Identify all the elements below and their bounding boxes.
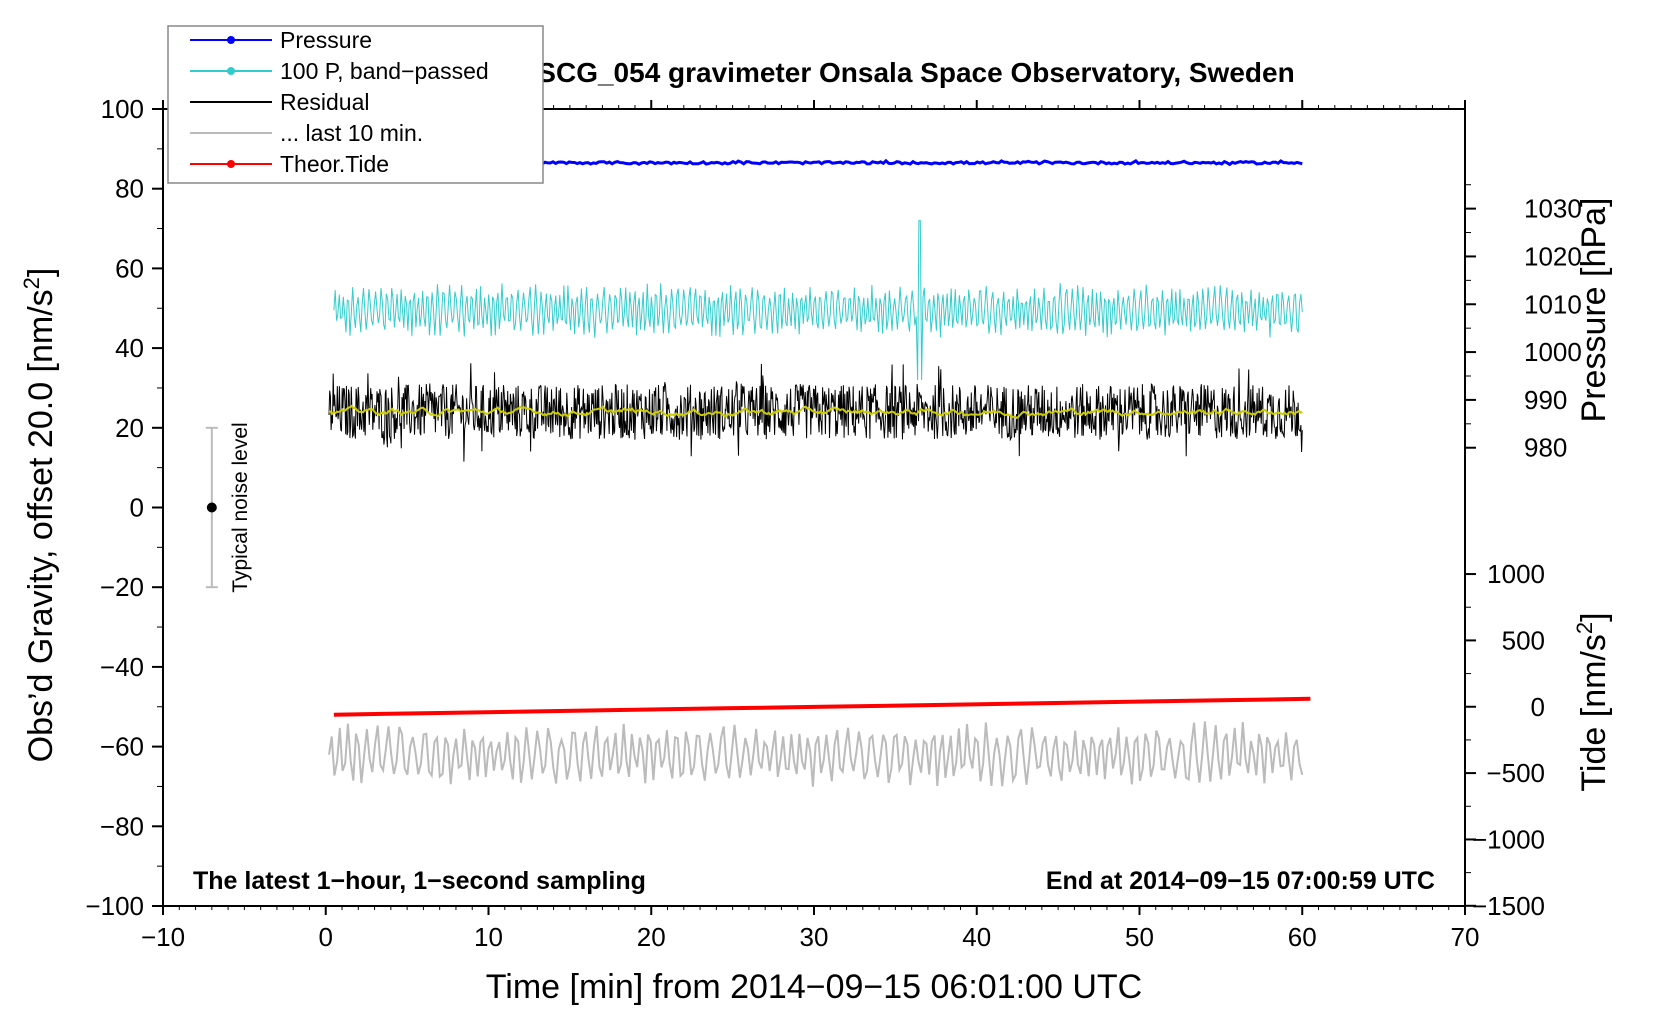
x-tick-label: −10 (141, 922, 185, 952)
series-last-10-min (329, 722, 1302, 787)
gravimeter-chart: −10 0 10 20 30 40 50 60 70100806040200−20−40−60−… (0, 0, 1660, 1020)
y-tick-label: 40 (115, 333, 144, 363)
y-tick-label: −60 (100, 732, 144, 762)
x-tick-label: 60 (1288, 922, 1317, 952)
x-tick-label: 70 (1451, 922, 1480, 952)
legend-marker (227, 160, 235, 168)
plot-frame (163, 109, 1465, 906)
y-tick-label: 80 (115, 174, 144, 204)
pressure-tick-label: 990 (1524, 385, 1567, 415)
x-axis-label: Time [min] from 2014−09−15 06:01:00 UTC (486, 968, 1142, 1006)
tide-tick-label: −500 (1486, 758, 1545, 788)
y-axis-label-pressure: Pressure [hPa] (1575, 198, 1613, 423)
pressure-tick-label: 1010 (1524, 289, 1582, 319)
y-tick-label: −100 (85, 891, 144, 921)
series-theoretical-tide (334, 699, 1311, 715)
x-tick-label: 20 (637, 922, 666, 952)
legend-label: 100 P, band−passed (280, 58, 489, 84)
legend-label: Residual (280, 89, 370, 115)
plot-lines (329, 161, 1310, 787)
legend-label: ... last 10 min. (280, 120, 423, 146)
x-tick-label: 0 (319, 922, 333, 952)
tide-tick-label: 500 (1502, 625, 1545, 655)
x-tick-label: 30 (800, 922, 829, 952)
legend: Pressure 100 P, band−passed Residual ... la… (168, 26, 543, 183)
y-axis-label-left: Obs’d Gravity, offset 20.0 [nm/s2] (19, 268, 60, 763)
annotation-end-time: End at 2014−09−15 07:00:59 UTC (1046, 867, 1435, 895)
legend-label: Theor.Tide (280, 151, 389, 177)
axis-ticks (152, 100, 1476, 915)
legend-label: Pressure (280, 27, 372, 53)
noise-level-bar: Typical noise level (206, 422, 252, 592)
series-band-passed (334, 221, 1302, 380)
tide-tick-label: 1000 (1487, 559, 1545, 589)
tide-tick-label: −1000 (1472, 824, 1545, 854)
axis-tick-labels: −10 0 10 20 30 40 50 60 70100806040200−20−40−60−… (85, 94, 1581, 952)
series-pressure (497, 161, 1303, 165)
x-tick-label: 40 (962, 922, 991, 952)
pressure-tick-label: 980 (1524, 433, 1567, 463)
noise-bar-dot (207, 503, 217, 513)
y-tick-label: 60 (115, 253, 144, 283)
y-tick-label: 20 (115, 413, 144, 443)
x-tick-label: 50 (1125, 922, 1154, 952)
noise-bar-label: Typical noise level (229, 422, 252, 592)
y-axis-label-tide: Tide [nm/s2] (1572, 612, 1613, 791)
y-tick-label: −80 (100, 811, 144, 841)
y-tick-label: 0 (130, 493, 144, 523)
y-tick-label: −20 (100, 572, 144, 602)
pressure-tick-label: 1020 (1524, 241, 1582, 271)
annotation-sampling: The latest 1−hour, 1−second sampling (193, 867, 646, 895)
y-tick-label: 100 (101, 94, 144, 124)
pressure-tick-label: 1000 (1524, 337, 1582, 367)
tide-tick-label: 0 (1531, 692, 1545, 722)
x-tick-label: 10 (474, 922, 503, 952)
legend-marker (227, 36, 235, 44)
pressure-tick-label: 1030 (1524, 194, 1582, 224)
tide-tick-label: −1500 (1472, 891, 1545, 921)
y-tick-label: −40 (100, 652, 144, 682)
chart-title: SCG_054 gravimeter Onsala Space Observat… (537, 57, 1294, 88)
legend-marker (227, 67, 235, 75)
